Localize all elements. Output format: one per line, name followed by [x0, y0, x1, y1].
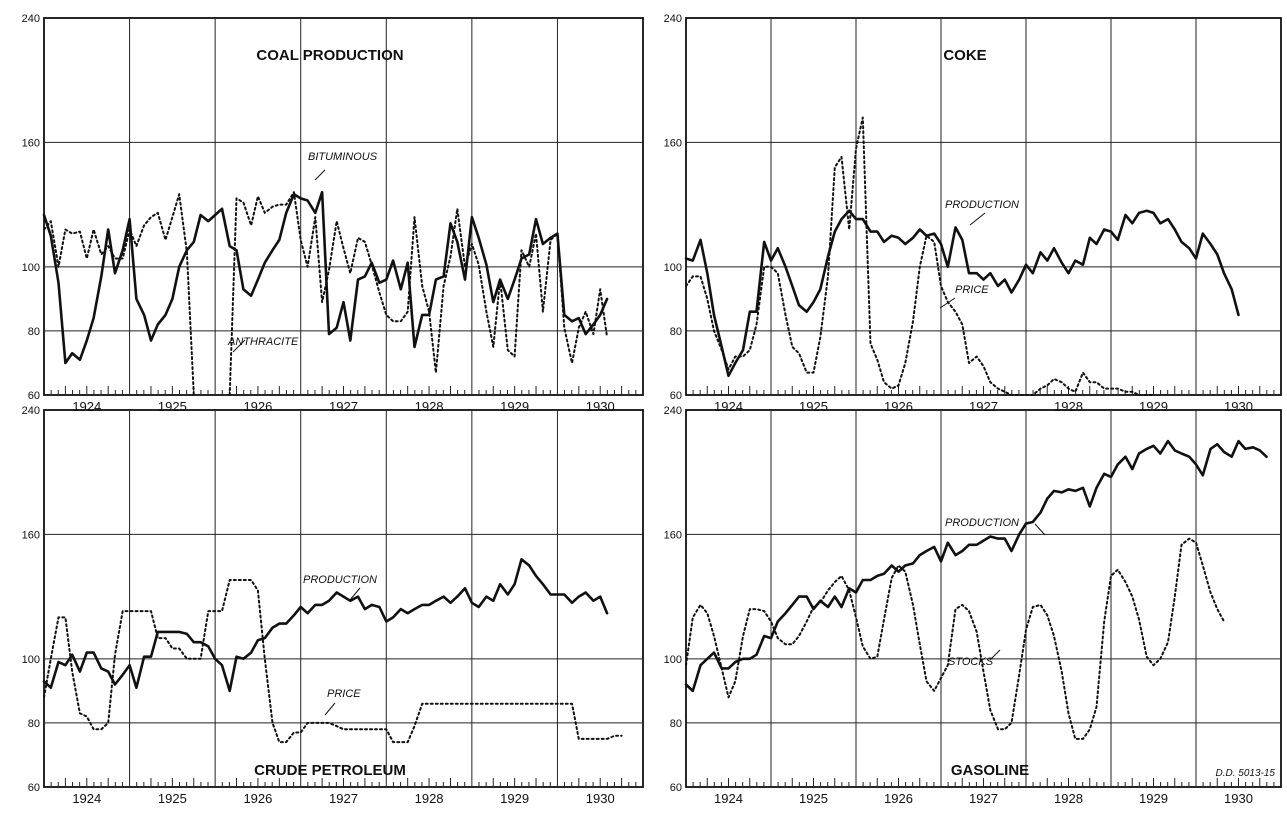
chart-panel-3: 60 80 100 160 240 1924 1925 1926 1927 1928 1929 193…	[22, 405, 644, 806]
annotation-arrow	[1034, 523, 1046, 536]
y-tick-label: 240	[22, 13, 40, 25]
annotation-arrow	[324, 702, 336, 716]
series-annotation: PRODUCTION	[945, 517, 1019, 529]
x-tick-label: 1930	[1224, 399, 1253, 414]
chart-panels: 60 80 100 160 240 1924 1925 1926 1927 1928 1929 193…	[22, 13, 1282, 806]
x-tick-label: 1927	[329, 399, 358, 414]
series-line-bituminous	[42, 190, 609, 365]
series-annotation: STOCKS	[948, 656, 994, 668]
annotation-arrow	[969, 212, 986, 226]
x-tick-label: 1929	[1139, 399, 1168, 414]
x-tick-label: 1926	[884, 791, 913, 806]
series-line-anthracite	[43, 191, 609, 396]
x-tick-label: 1927	[969, 791, 998, 806]
annotation-arrow	[989, 649, 1001, 661]
series-annotation: PRODUCTION	[303, 574, 377, 586]
x-tick-label: 1926	[884, 399, 913, 414]
x-tick-label: 1927	[329, 791, 358, 806]
series-line-stocks	[685, 537, 1225, 740]
x-tick-label: 1925	[799, 791, 828, 806]
x-tick-label: 1924	[72, 399, 101, 414]
x-tick-label: 1925	[158, 399, 187, 414]
x-tick-label: 1929	[1139, 791, 1168, 806]
y-tick-label: 100	[22, 262, 40, 274]
y-tick-label: 100	[664, 262, 682, 274]
y-tick-label: 160	[664, 137, 682, 149]
x-tick-label: 1929	[500, 399, 529, 414]
annotation-arrow	[939, 297, 956, 309]
series-line-production	[42, 558, 609, 693]
annotation-arrow	[349, 587, 361, 601]
y-tick-label: 100	[22, 654, 40, 666]
y-tick-label: 80	[670, 718, 682, 730]
annotation-arrow	[314, 169, 326, 181]
series-annotation: PRICE	[327, 688, 361, 700]
series-annotation: PRICE	[955, 284, 989, 296]
y-tick-label: 60	[670, 782, 682, 794]
series-line-production	[684, 439, 1268, 693]
y-tick-label: 60	[28, 782, 40, 794]
y-tick-label: 80	[670, 326, 682, 338]
series-line-production	[684, 209, 1240, 378]
reference-label: D.D. 5013-15	[1216, 768, 1276, 779]
series-annotation: ANTHRACITE	[227, 336, 299, 348]
x-tick-label: 1924	[714, 399, 743, 414]
series-annotation: PRODUCTION	[945, 199, 1019, 211]
x-tick-label: 1925	[158, 791, 187, 806]
x-tick-label: 1928	[1054, 791, 1083, 806]
chart-title: GASOLINE	[951, 762, 1029, 779]
y-tick-label: 80	[28, 718, 40, 730]
series-line-price	[685, 116, 1155, 396]
x-tick-label: 1925	[799, 399, 828, 414]
y-tick-label: 240	[22, 405, 40, 417]
chart-title: COKE	[943, 47, 986, 64]
x-tick-label: 1928	[415, 791, 444, 806]
x-tick-label: 1924	[714, 791, 743, 806]
x-tick-label: 1926	[243, 791, 272, 806]
x-tick-label: 1928	[1054, 399, 1083, 414]
x-tick-label: 1930	[586, 399, 615, 414]
x-tick-label: 1928	[415, 399, 444, 414]
series-line-price	[43, 579, 623, 744]
chart-title: CRUDE PETROLEUM	[254, 762, 406, 779]
y-tick-label: 60	[28, 390, 40, 402]
y-tick-label: 60	[670, 390, 682, 402]
annotation-arrow	[232, 339, 246, 353]
series-annotation: BITUMINOUS	[308, 151, 378, 163]
y-tick-label: 240	[664, 405, 682, 417]
chart-panel-2: 60 80 100 160 240 1924 1925 1926 1927 1928 1929 193…	[664, 13, 1282, 414]
x-tick-label: 1924	[72, 791, 101, 806]
x-tick-label: 1930	[1224, 791, 1253, 806]
x-tick-label: 1926	[243, 399, 272, 414]
y-tick-label: 160	[664, 529, 682, 541]
y-tick-label: 160	[22, 137, 40, 149]
x-tick-label: 1927	[969, 399, 998, 414]
chart-panel-4: 60 80 100 160 240 1924 1925 1926 1927 1928 1929 193…	[664, 405, 1282, 806]
y-tick-label: 80	[28, 326, 40, 338]
y-tick-label: 100	[664, 654, 682, 666]
x-tick-label: 1929	[500, 791, 529, 806]
x-tick-label: 1930	[586, 791, 615, 806]
y-tick-label: 160	[22, 529, 40, 541]
chart-title: COAL PRODUCTION	[256, 47, 403, 64]
y-tick-label: 240	[664, 13, 682, 25]
